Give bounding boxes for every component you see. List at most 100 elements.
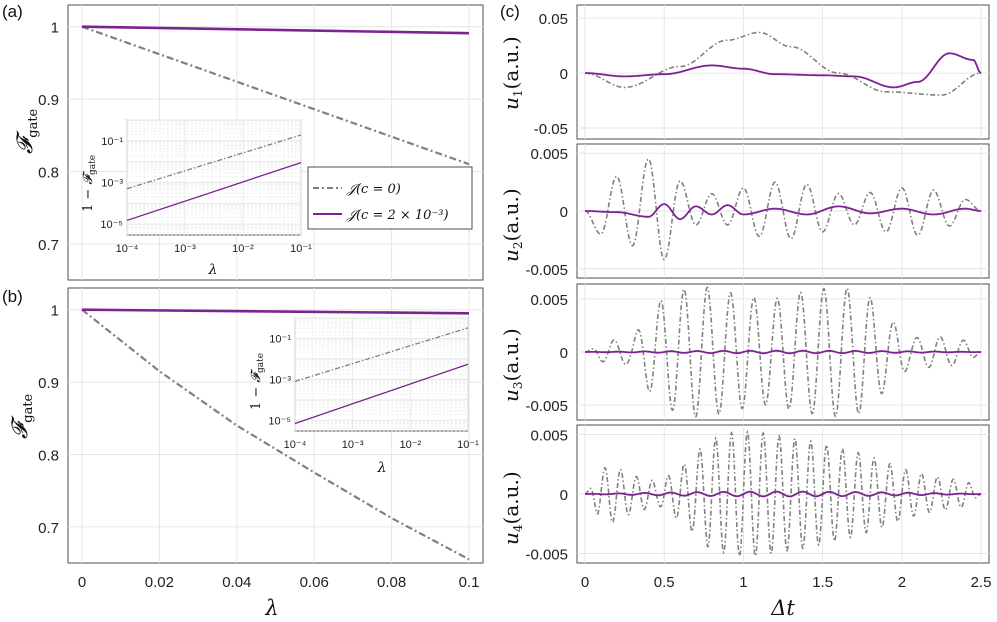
panel-b-series [81,308,470,561]
y-tick-label: 0 [560,345,568,362]
ylabel-sub: 2 [511,241,525,249]
panel-c: 0.05 0 -0.05 0.005 0 -0.005 0.005 0 -0.005 0.0… [499,4,992,620]
y-tick-label: -0.05 [534,121,568,138]
panel-a-series [81,25,470,166]
panel-c1-frame [576,4,990,140]
ylabel-u: u [499,249,523,262]
inset-b-xlabel: λ [377,460,387,476]
y-tick-label: 0.7 [38,520,59,537]
x-tick-label: 0 [78,574,86,591]
inset-a-frame [126,119,302,236]
y-tick-label: 0.8 [38,164,59,181]
legend-box [307,166,473,230]
series-line-c0 [585,31,982,96]
panel-b-ticks: 0 0.02 0.04 0.06 0.08 0.1 0.7 0.8 0.9 1 [38,303,479,591]
panel-c4-series [584,429,982,558]
x-tick-label: 0.1 [459,574,480,591]
series-line-c2 [585,203,982,220]
y-tick-label: 0.9 [38,92,59,109]
inset-series-line-c0 [126,134,302,190]
inset-y-tick-label: 10⁻⁵ [100,219,123,231]
panel-c2-ylabel: u2(a.u.) [499,188,525,262]
inset-x-tick-label: 10⁻³ [174,243,196,255]
panel-c3-ylabel: u3(a.u.) [499,328,525,402]
panel-label-b: (b) [2,287,23,306]
inset-series-line-c2 [126,161,302,222]
series-line-c2 [585,490,982,498]
x-tick-label: 0.04 [222,574,251,591]
panel-c3-ticks: 0.005 0 -0.005 [525,292,568,415]
ylabel-sub: 1 [511,89,525,97]
panel-c4-ticks: 0.005 0 -0.005 0 0.5 1 1.5 2 2.5 [525,428,991,591]
ylabel-one-minus: 1 − [249,383,264,410]
inset-b: 10⁻⁴ 10⁻³ 10⁻² 10⁻¹10⁻⁵10⁻³10⁻¹ λ 1 − 𝓕gate [249,317,479,476]
series-line-c2 [585,52,982,89]
ylabel-sub-gate: gate [256,353,266,373]
panel-c1-ticks: 0.05 0 -0.05 [534,11,568,138]
inset-a: 10⁻⁴ 10⁻³ 10⁻² 10⁻¹10⁻⁵10⁻³10⁻¹ λ 1 − 𝓕gate [81,119,312,278]
ylabel-unit: (a.u.) [499,328,523,381]
x-tick-label: 1 [739,574,747,591]
inset-x-tick-label: 10⁻⁴ [116,243,139,255]
inset-x-tick-label: 10⁻³ [342,439,364,451]
panel-label-a: (a) [2,2,23,21]
series-line-c0 [585,158,982,261]
inset-y-tick-label: 10⁻¹ [269,333,291,345]
inset-series-line-c0 [294,327,469,383]
panel-c-xlabel: Δt [770,596,795,620]
y-tick-label: 0.05 [539,11,568,28]
inset-y-tick-label: 10⁻³ [101,177,123,189]
series-line-c2 [81,308,470,315]
legend: 𝒥(c = 0) 𝒥(c = 2 × 10⁻³) [307,166,473,230]
ylabel-unit: (a.u.) [499,36,523,89]
ylabel-sub: 4 [511,524,525,532]
ylabel-unit: (a.u.) [499,471,523,524]
y-tick-label: 0.005 [530,292,568,309]
inset-y-tick-label: 10⁻¹ [101,136,123,148]
panel-c2-ticks: 0.005 0 -0.005 [525,146,568,279]
legend-label-c2: 𝒥(c = 2 × 10⁻³) [346,208,449,223]
x-tick-label: 0.08 [377,574,406,591]
panel-c1-ylabel: u1(a.u.) [499,36,525,110]
y-tick-label: 0.005 [530,146,568,163]
panel-c1-series [585,31,982,96]
panel-a-ticks: 0.7 0.8 0.9 1 [38,20,59,254]
inset-series-line-c2 [294,363,469,425]
ylabel-u: u [499,389,523,402]
series-line-c0 [81,25,470,166]
y-tick-label: -0.005 [525,262,568,279]
inset-b-ticks: 10⁻⁴ 10⁻³ 10⁻² 10⁻¹ 10⁻⁵ 10⁻³ 10⁻¹ [268,333,479,451]
x-tick-label: 0.06 [300,574,329,591]
inset-x-tick-label: 10⁻¹ [457,439,479,451]
series-line-c2 [81,25,470,35]
ylabel-unit: (a.u.) [499,188,523,241]
inset-a-series [126,134,302,222]
x-tick-label: 2 [898,574,906,591]
y-tick-label: -0.005 [525,398,568,415]
panel-a-ylabel: 𝓕gate [13,108,41,154]
inset-x-tick-label: 10⁻² [399,439,421,451]
legend-label-c0: 𝒥(c = 0) [346,182,401,197]
panel-c4-ylabel: u4(a.u.) [499,471,525,545]
panel-label-c: (c) [500,2,520,21]
inset-b-series [294,327,469,425]
ylabel-sub: 3 [511,381,525,389]
x-tick-label: 0 [581,574,589,591]
ylabel-sub-gate: gate [26,108,41,137]
y-tick-label: 0.005 [530,428,568,445]
panel-b-ylabel: 𝓕gate [8,393,36,439]
inset-y-tick-label: 10⁻³ [269,374,291,386]
panel-c3-series [585,286,982,418]
y-tick-label: 0 [560,66,568,83]
ylabel-u: u [499,532,523,545]
inset-x-tick-label: 10⁻² [232,243,254,255]
y-tick-label: 0.9 [38,375,59,392]
inset-x-tick-label: 10⁻⁴ [284,439,307,451]
series-line-c2 [585,349,982,355]
ylabel-sub-gate: gate [88,155,98,175]
x-tick-label: 1.5 [812,574,833,591]
y-tick-label: 0 [560,204,568,221]
ylabel-u: u [499,97,523,110]
x-tick-label: 2.5 [971,574,992,591]
